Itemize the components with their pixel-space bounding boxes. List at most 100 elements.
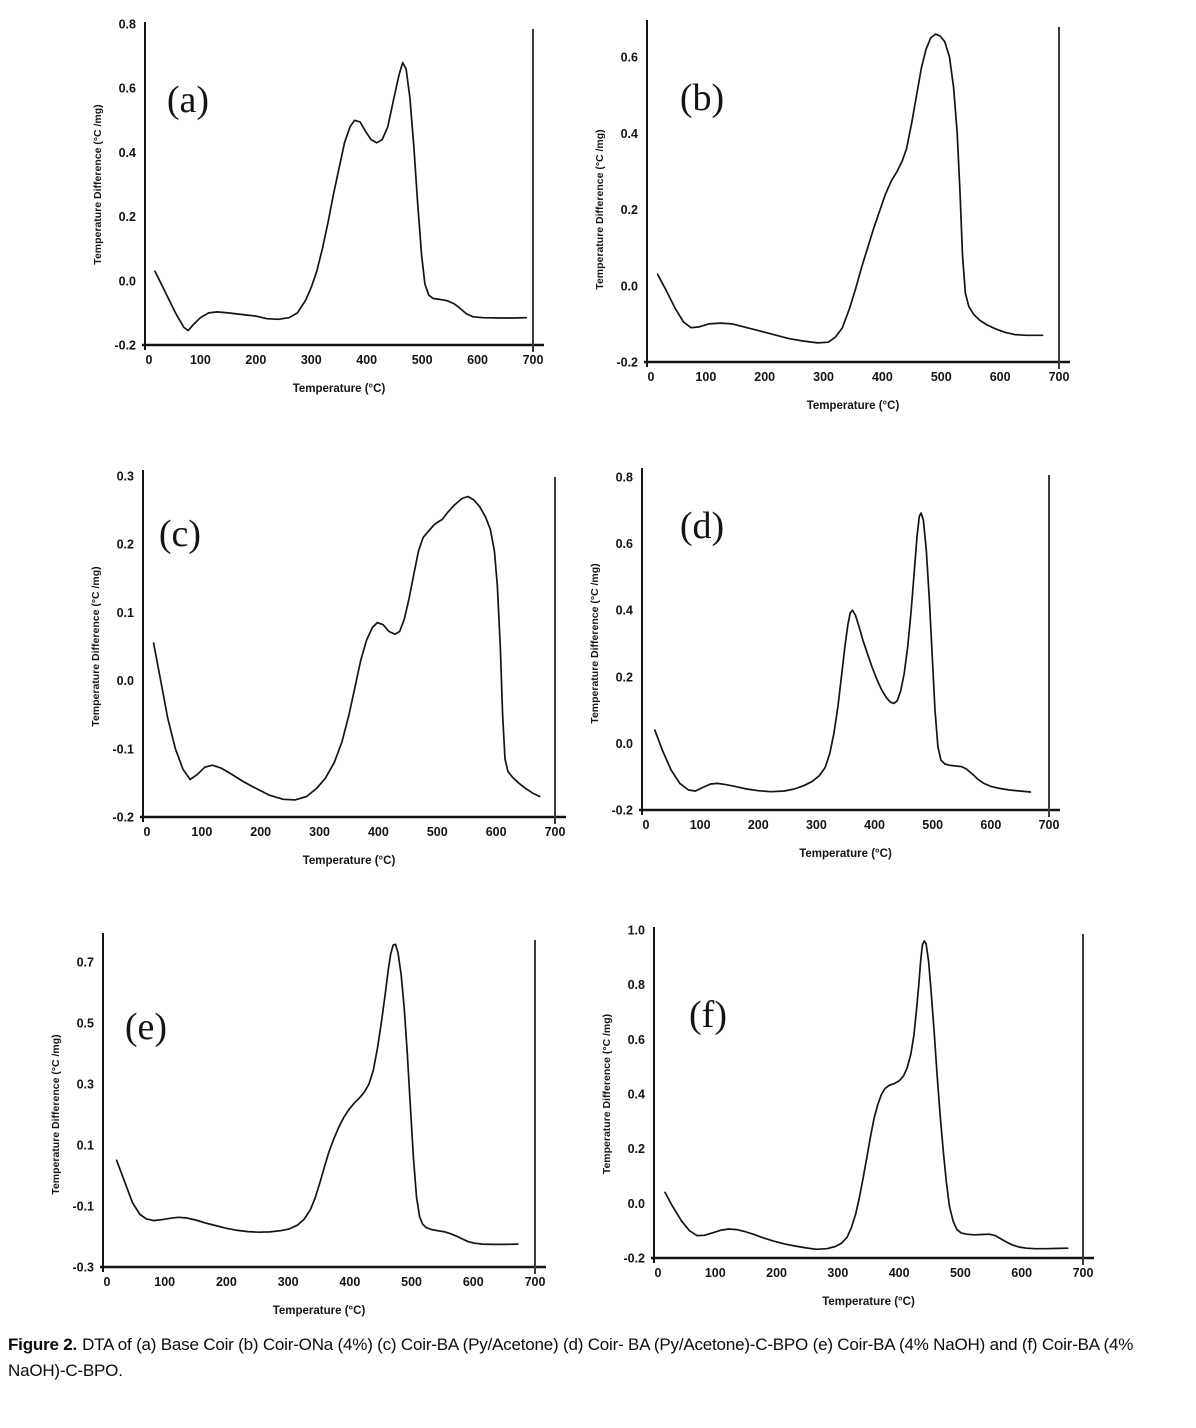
x-tick-label: 500 (950, 1266, 971, 1280)
panel-label-a: (a) (167, 79, 209, 121)
x-tick-label: 100 (695, 370, 716, 384)
y-tick-label: -0.2 (616, 356, 638, 370)
x-tick-label: 200 (250, 825, 271, 839)
dta-curve-f (664, 940, 1069, 1251)
y-tick-label: 0.8 (616, 471, 633, 485)
y-tick-label: 0.2 (621, 203, 638, 217)
x-tick-label: 100 (191, 825, 212, 839)
x-tick-label: 600 (1011, 1266, 1032, 1280)
x-tick-label: 200 (766, 1266, 787, 1280)
y-tick-label: 0.8 (119, 18, 136, 32)
y-tick-label: 0.0 (119, 274, 136, 288)
x-tick-label: 300 (301, 353, 322, 367)
dta-chart-a: 0.8 0.6 0.4 0.2 0.0 -0.2 0 100 200 300 400 500 600 70… (58, 0, 608, 418)
y-tick-label: -0.3 (72, 1261, 94, 1275)
x-tick-label: 300 (309, 825, 330, 839)
y-tick-label: 0.0 (117, 674, 134, 688)
y-tick-label: 0.7 (77, 956, 94, 970)
x-tick-label: 500 (412, 353, 433, 367)
y-tick-label: 0.4 (628, 1088, 645, 1102)
y-axis-title: Temperature Difference (°C /mg) (601, 1014, 613, 1174)
x-tick-label: 0 (146, 353, 153, 367)
x-axis-title: Temperature (°C) (807, 400, 900, 412)
chart-canvas-a: 0.8 0.6 0.4 0.2 0.0 -0.2 0 100 200 300 400 500 600 70… (92, 18, 544, 395)
x-tick-label: 700 (1039, 818, 1060, 832)
panel-label-f: (f) (689, 994, 727, 1036)
x-tick-label: 400 (356, 353, 377, 367)
panel-label-c: (c) (159, 513, 201, 555)
y-tick-label: -0.2 (611, 804, 633, 818)
y-tick-label: 0.0 (616, 737, 633, 751)
y-tick-label: 0.4 (621, 127, 638, 141)
x-tick-label: 600 (463, 1275, 484, 1289)
chart-canvas-b: 0.6 0.4 0.2 0.0 -0.2 0 100 200 300 400 500 600 700 Te… (594, 20, 1070, 412)
y-axis-title: Temperature Difference (°C /mg) (90, 566, 102, 726)
x-tick-label: 400 (872, 370, 893, 384)
x-tick-label: 600 (486, 825, 507, 839)
dta-curve-c (152, 495, 541, 801)
x-tick-label: 700 (525, 1275, 546, 1289)
dta-curve-d (653, 512, 1032, 793)
figure-caption: Figure 2. DTA of (a) Base Coir (b) Coir-O… (8, 1332, 1166, 1385)
x-tick-label: 500 (427, 825, 448, 839)
x-tick-label: 300 (827, 1266, 848, 1280)
x-tick-label: 0 (643, 818, 650, 832)
x-tick-label: 700 (1073, 1266, 1094, 1280)
y-tick-label: 0.6 (119, 82, 136, 96)
dta-chart-e: 0.7 0.5 0.3 0.1 -0.1 -0.3 0 100 200 300 400 500 600 7… (20, 898, 585, 1325)
x-tick-label: 300 (813, 370, 834, 384)
y-tick-label: 0.2 (628, 1142, 645, 1156)
x-tick-label: 500 (931, 370, 952, 384)
x-axis-title: Temperature (°C) (273, 1305, 366, 1317)
x-tick-label: 600 (990, 370, 1011, 384)
y-tick-label: 0.0 (628, 1197, 645, 1211)
x-tick-label: 700 (545, 825, 566, 839)
x-tick-label: 0 (144, 825, 151, 839)
panel-label-e: (e) (125, 1006, 167, 1048)
figure-caption-text: DTA of (a) Base Coir (b) Coir-ONa (4%) (… (8, 1335, 1134, 1381)
x-tick-label: 200 (748, 818, 769, 832)
y-tick-label: 0.3 (117, 470, 134, 484)
y-tick-label: 0.6 (616, 537, 633, 551)
panel-label-b: (b) (680, 77, 724, 119)
x-tick-label: 200 (245, 353, 266, 367)
chart-canvas-e: 0.7 0.5 0.3 0.1 -0.1 -0.3 0 100 200 300 400 500 600 7… (50, 933, 546, 1317)
y-tick-label: 0.8 (628, 978, 645, 992)
x-axis-title: Temperature (°C) (293, 383, 386, 395)
figure-caption-label: Figure 2. (8, 1335, 78, 1354)
y-axis-title: Temperature Difference (°C /mg) (594, 129, 606, 289)
dta-curve-b (656, 33, 1044, 344)
y-tick-label: 0.6 (628, 1033, 645, 1047)
chart-canvas-c: 0.3 0.2 0.1 0.0 -0.1 -0.2 0 100 200 300 400 500 600 7… (90, 470, 566, 867)
x-tick-label: 0 (655, 1266, 662, 1280)
y-tick-label: -0.1 (72, 1200, 94, 1214)
x-tick-label: 100 (690, 818, 711, 832)
dta-chart-f: 1.0 0.8 0.6 0.4 0.2 0.0 -0.2 0 100 200 300 400 500 60… (585, 898, 1155, 1325)
y-tick-label: -0.2 (623, 1252, 645, 1266)
x-tick-label: 100 (154, 1275, 175, 1289)
dta-chart-b: 0.6 0.4 0.2 0.0 -0.2 0 100 200 300 400 500 600 700 Te… (585, 0, 1105, 418)
x-tick-label: 400 (368, 825, 389, 839)
y-tick-label: -0.2 (112, 811, 134, 825)
x-tick-label: 300 (278, 1275, 299, 1289)
x-tick-label: 300 (806, 818, 827, 832)
chart-canvas-d: 0.8 0.6 0.4 0.2 0.0 -0.2 0 100 200 300 400 500 600 70… (589, 468, 1060, 860)
y-axis-title: Temperature Difference (°C /mg) (92, 104, 104, 264)
chart-canvas-f: 1.0 0.8 0.6 0.4 0.2 0.0 -0.2 0 100 200 300 400 500 60… (601, 924, 1094, 1308)
y-tick-label: 0.0 (621, 279, 638, 293)
x-axis-title: Temperature (°C) (822, 1296, 915, 1308)
dta-chart-c: 0.3 0.2 0.1 0.0 -0.1 -0.2 0 100 200 300 400 500 600 7… (58, 440, 583, 885)
x-tick-label: 400 (339, 1275, 360, 1289)
y-tick-label: -0.1 (112, 742, 134, 756)
x-tick-label: 600 (980, 818, 1001, 832)
y-axis-title: Temperature Difference (°C /mg) (589, 563, 601, 723)
x-tick-label: 0 (648, 370, 655, 384)
y-tick-label: 0.1 (77, 1139, 94, 1153)
x-tick-label: 500 (922, 818, 943, 832)
y-tick-label: 0.4 (119, 146, 136, 160)
x-tick-label: 200 (216, 1275, 237, 1289)
x-tick-label: 0 (104, 1275, 111, 1289)
y-tick-label: 0.2 (119, 210, 136, 224)
y-tick-label: 0.2 (117, 538, 134, 552)
